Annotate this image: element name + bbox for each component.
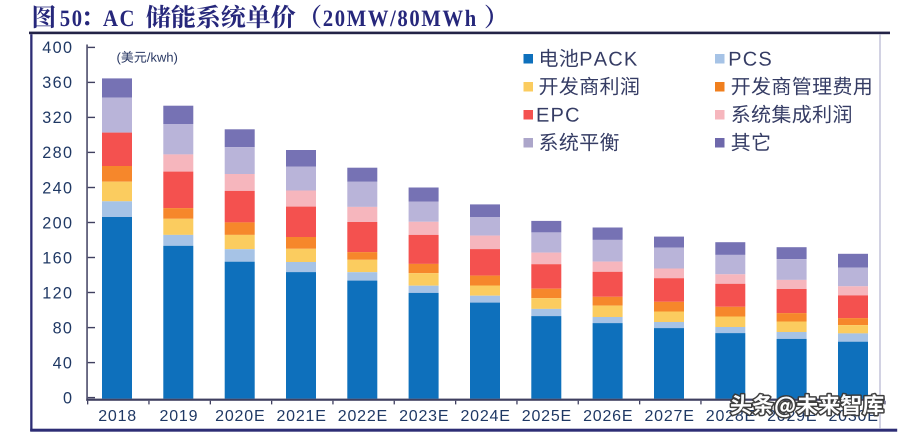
- svg-text:2022E: 2022E: [338, 408, 388, 425]
- svg-text:0: 0: [63, 389, 73, 407]
- svg-text:2024E: 2024E: [460, 408, 510, 425]
- svg-text:280: 280: [42, 144, 73, 162]
- svg-text:240: 240: [42, 179, 73, 197]
- svg-text:2028E: 2028E: [706, 408, 756, 425]
- svg-text:360: 360: [42, 74, 73, 92]
- svg-text:160: 160: [42, 249, 73, 267]
- svg-text:2021E: 2021E: [276, 408, 326, 425]
- svg-text:2020E: 2020E: [215, 408, 265, 425]
- svg-text:2018: 2018: [98, 408, 137, 425]
- svg-text:40: 40: [53, 354, 74, 372]
- svg-text:200: 200: [42, 214, 73, 232]
- svg-text:2027E: 2027E: [644, 408, 694, 425]
- svg-text:2019: 2019: [160, 408, 199, 425]
- svg-text:2026E: 2026E: [583, 408, 633, 425]
- svg-text:120: 120: [42, 284, 73, 302]
- svg-text:2023E: 2023E: [399, 408, 449, 425]
- svg-text:400: 400: [42, 39, 73, 57]
- svg-text:320: 320: [42, 109, 73, 127]
- svg-text:2025E: 2025E: [522, 408, 572, 425]
- svg-text:80: 80: [53, 319, 74, 337]
